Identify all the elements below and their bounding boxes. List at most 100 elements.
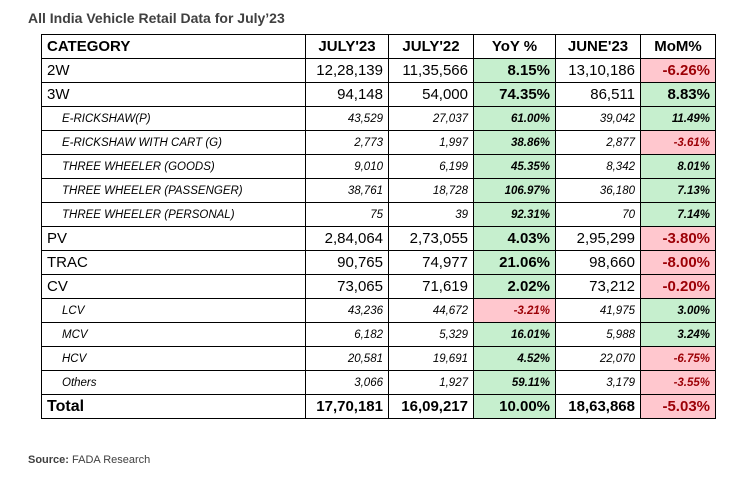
table-row: 2W 12,28,139 11,35,566 8.15% 13,10,186 -6.26%	[41, 58, 716, 83]
header-july22: JULY'22	[388, 34, 474, 59]
june23-cell: 98,660	[555, 250, 641, 275]
june23-cell: 3,179	[555, 370, 641, 395]
june23-cell: 39,042	[555, 106, 641, 131]
yoy-cell: 45.35%	[473, 154, 556, 179]
july22-cell: 74,977	[388, 250, 474, 275]
july22-cell: 1,927	[388, 370, 474, 395]
july22-cell: 1,997	[388, 130, 474, 155]
table-row: THREE WHEELER (GOODS) 9,010 6,199 45.35% 8,3…	[41, 154, 716, 179]
july23-cell: 90,765	[305, 250, 389, 275]
mom-cell: -3.61%	[640, 130, 716, 155]
june23-cell: 36,180	[555, 178, 641, 203]
july23-cell: 75	[305, 202, 389, 227]
mom-cell: -0.20%	[640, 274, 716, 299]
mom-cell: 3.00%	[640, 298, 716, 323]
table-row: E-RICKSHAW(P) 43,529 27,037 61.00% 39,042 11.…	[41, 106, 716, 131]
category-cell: THREE WHEELER (PERSONAL)	[41, 202, 306, 227]
mom-cell: 7.14%	[640, 202, 716, 227]
yoy-cell: 10.00%	[473, 394, 556, 419]
table-row: CV 73,065 71,619 2.02% 73,212 -0.20%	[41, 274, 716, 299]
mom-cell: -8.00%	[640, 250, 716, 275]
june23-cell: 22,070	[555, 346, 641, 371]
category-cell: THREE WHEELER (PASSENGER)	[41, 178, 306, 203]
june23-cell: 8,342	[555, 154, 641, 179]
june23-cell: 2,95,299	[555, 226, 641, 251]
july22-cell: 11,35,566	[388, 58, 474, 83]
category-cell: Others	[41, 370, 306, 395]
table-row: HCV 20,581 19,691 4.52% 22,070 -6.75%	[41, 346, 716, 371]
july23-cell: 94,148	[305, 82, 389, 107]
yoy-cell: 4.03%	[473, 226, 556, 251]
yoy-cell: 92.31%	[473, 202, 556, 227]
july22-cell: 19,691	[388, 346, 474, 371]
source-label: Source:	[28, 454, 69, 466]
category-cell: PV	[41, 226, 306, 251]
header-july23: JULY'23	[305, 34, 389, 59]
mom-cell: 11.49%	[640, 106, 716, 131]
category-cell: CV	[41, 274, 306, 299]
category-cell: MCV	[41, 322, 306, 347]
vehicle-retail-table: CATEGORY JULY'23 JULY'22 YoY % JUNE'23 M…	[41, 34, 716, 419]
june23-cell: 73,212	[555, 274, 641, 299]
july23-cell: 38,761	[305, 178, 389, 203]
mom-cell: -3.55%	[640, 370, 716, 395]
june23-cell: 41,975	[555, 298, 641, 323]
yoy-cell: 4.52%	[473, 346, 556, 371]
category-cell: E-RICKSHAW(P)	[41, 106, 306, 131]
page-title: All India Vehicle Retail Data for July’2…	[28, 10, 285, 26]
table-row: 3W 94,148 54,000 74.35% 86,511 8.83%	[41, 82, 716, 107]
category-cell: LCV	[41, 298, 306, 323]
july23-cell: 2,84,064	[305, 226, 389, 251]
july23-cell: 43,236	[305, 298, 389, 323]
july22-cell: 27,037	[388, 106, 474, 131]
july23-cell: 17,70,181	[305, 394, 389, 419]
table-row: PV 2,84,064 2,73,055 4.03% 2,95,299 -3.80%	[41, 226, 716, 251]
category-cell: TRAC	[41, 250, 306, 275]
july22-cell: 44,672	[388, 298, 474, 323]
july23-cell: 9,010	[305, 154, 389, 179]
yoy-cell: 16.01%	[473, 322, 556, 347]
category-cell: 2W	[41, 58, 306, 83]
yoy-cell: 38.86%	[473, 130, 556, 155]
yoy-cell: 59.11%	[473, 370, 556, 395]
yoy-cell: 74.35%	[473, 82, 556, 107]
june23-cell: 5,988	[555, 322, 641, 347]
mom-cell: -5.03%	[640, 394, 716, 419]
yoy-cell: 2.02%	[473, 274, 556, 299]
june23-cell: 18,63,868	[555, 394, 641, 419]
july22-cell: 39	[388, 202, 474, 227]
table-row: THREE WHEELER (PERSONAL) 75 39 92.31% 70 7.14…	[41, 202, 716, 227]
header-june23: JUNE'23	[555, 34, 641, 59]
july23-cell: 3,066	[305, 370, 389, 395]
mom-cell: -6.26%	[640, 58, 716, 83]
header-row: CATEGORY JULY'23 JULY'22 YoY % JUNE'23 M…	[41, 34, 716, 59]
table-row: MCV 6,182 5,329 16.01% 5,988 3.24%	[41, 322, 716, 347]
mom-cell: -3.80%	[640, 226, 716, 251]
july22-cell: 54,000	[388, 82, 474, 107]
category-cell: HCV	[41, 346, 306, 371]
june23-cell: 13,10,186	[555, 58, 641, 83]
mom-cell: -6.75%	[640, 346, 716, 371]
yoy-cell: 61.00%	[473, 106, 556, 131]
yoy-cell: 106.97%	[473, 178, 556, 203]
july22-cell: 6,199	[388, 154, 474, 179]
category-cell: 3W	[41, 82, 306, 107]
table-row: E-RICKSHAW WITH CART (G) 2,773 1,997 38.86%…	[41, 130, 716, 155]
yoy-cell: 8.15%	[473, 58, 556, 83]
total-row: Total 17,70,181 16,09,217 10.00% 18,63,868 -5…	[41, 394, 716, 419]
july23-cell: 43,529	[305, 106, 389, 131]
mom-cell: 7.13%	[640, 178, 716, 203]
july22-cell: 71,619	[388, 274, 474, 299]
table-row: LCV 43,236 44,672 -3.21% 41,975 3.00%	[41, 298, 716, 323]
header-mom: MoM%	[640, 34, 716, 59]
header-yoy: YoY %	[473, 34, 556, 59]
source-note: Source: FADA Research	[28, 454, 150, 466]
july23-cell: 73,065	[305, 274, 389, 299]
july22-cell: 18,728	[388, 178, 474, 203]
table-row: Others 3,066 1,927 59.11% 3,179 -3.55%	[41, 370, 716, 395]
july23-cell: 12,28,139	[305, 58, 389, 83]
category-cell: E-RICKSHAW WITH CART (G)	[41, 130, 306, 155]
table-row: TRAC 90,765 74,977 21.06% 98,660 -8.00%	[41, 250, 716, 275]
category-cell: Total	[41, 394, 306, 419]
yoy-cell: -3.21%	[473, 298, 556, 323]
